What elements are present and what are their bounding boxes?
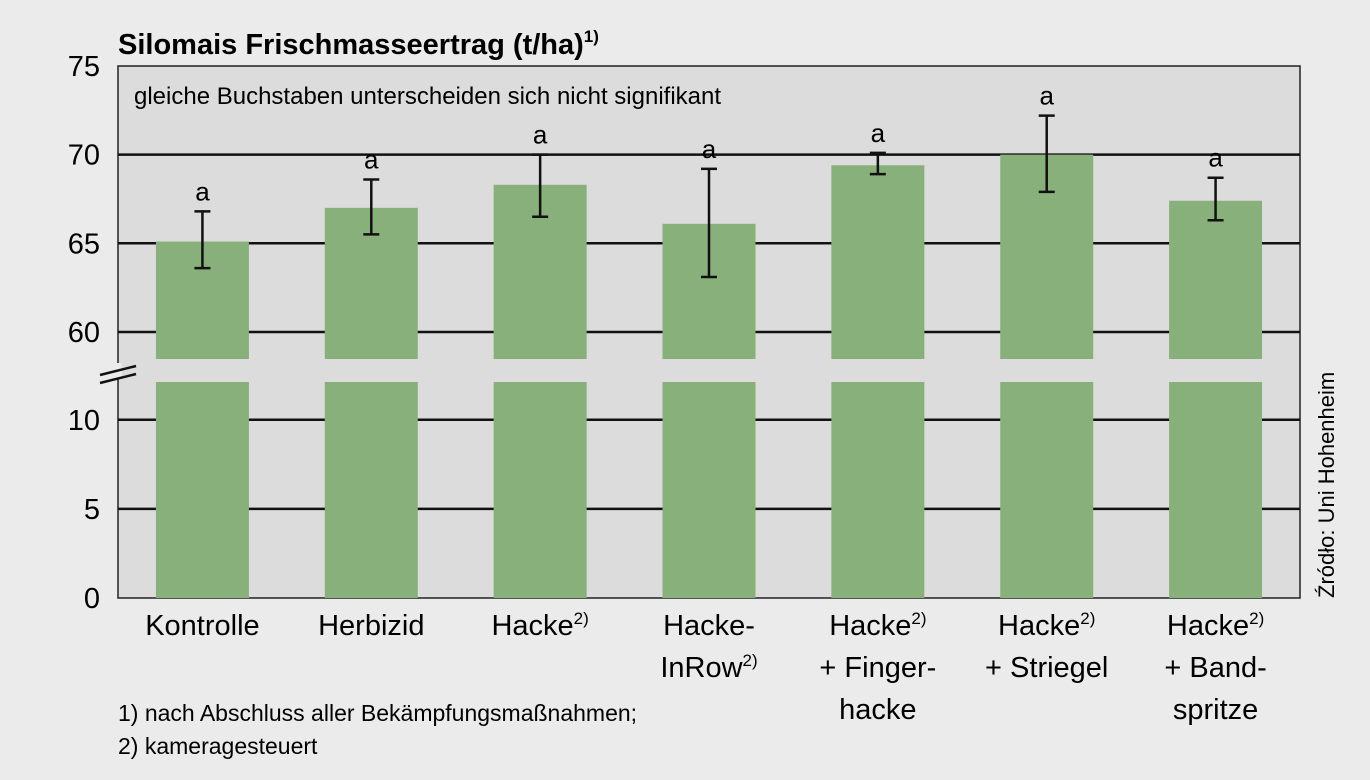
y-tick-label: 65 xyxy=(68,228,100,260)
significance-letter: a xyxy=(1039,81,1054,111)
axis-break xyxy=(99,363,137,385)
error-bar xyxy=(363,178,380,236)
significance-letter: a xyxy=(364,144,379,174)
category-label: Hacke2) + Finger-hacke xyxy=(819,609,936,726)
category-label: Hacke2) + Band-spritze xyxy=(1164,609,1266,726)
category-label: Herbizid xyxy=(318,610,424,642)
footnote-1: 1) nach Abschluss aller Bekämpfungsmaßna… xyxy=(118,700,637,726)
significance-note: gleiche Buchstaben unterscheiden sich ni… xyxy=(134,83,721,110)
category-label: Hacke2) xyxy=(491,609,588,642)
error-bar xyxy=(532,153,549,218)
error-bar xyxy=(701,167,717,279)
footnote-2: 2) kameragesteuert xyxy=(118,733,318,759)
significance-letter: a xyxy=(195,176,210,206)
error-bar xyxy=(1207,176,1224,222)
category-label: Hacke2) + Striegel xyxy=(985,609,1108,684)
error-bar xyxy=(869,151,886,176)
bar-lower xyxy=(493,382,587,598)
significance-letter: a xyxy=(871,118,886,148)
error-bar xyxy=(194,210,211,270)
y-tick-label: 75 xyxy=(68,51,100,83)
bar-upper xyxy=(831,165,925,359)
bar-lower xyxy=(1169,382,1263,598)
bar-lower xyxy=(831,382,925,598)
y-tick-label: 70 xyxy=(68,140,100,172)
error-bar xyxy=(1038,114,1055,194)
significance-letter: a xyxy=(702,134,717,164)
bar-lower xyxy=(324,382,418,598)
y-tick-label: 0 xyxy=(84,583,100,615)
bar-upper xyxy=(1169,200,1263,359)
bar-lower xyxy=(155,382,249,598)
category-label: Kontrolle xyxy=(145,610,259,642)
category-label: Hacke-InRow2) xyxy=(660,610,757,684)
chart-title: Silomais Frischmasseertrag (t/ha)1) xyxy=(118,27,599,61)
bar-lower xyxy=(662,382,756,598)
bar-lower xyxy=(1000,382,1094,598)
significance-letter: a xyxy=(533,120,548,150)
y-tick-label: 5 xyxy=(84,494,100,526)
y-tick-label: 10 xyxy=(68,405,100,437)
significance-letter: a xyxy=(1208,143,1223,173)
source-label: Źródło: Uni Hohenheim xyxy=(1314,372,1339,598)
y-tick-label: 60 xyxy=(68,317,100,349)
